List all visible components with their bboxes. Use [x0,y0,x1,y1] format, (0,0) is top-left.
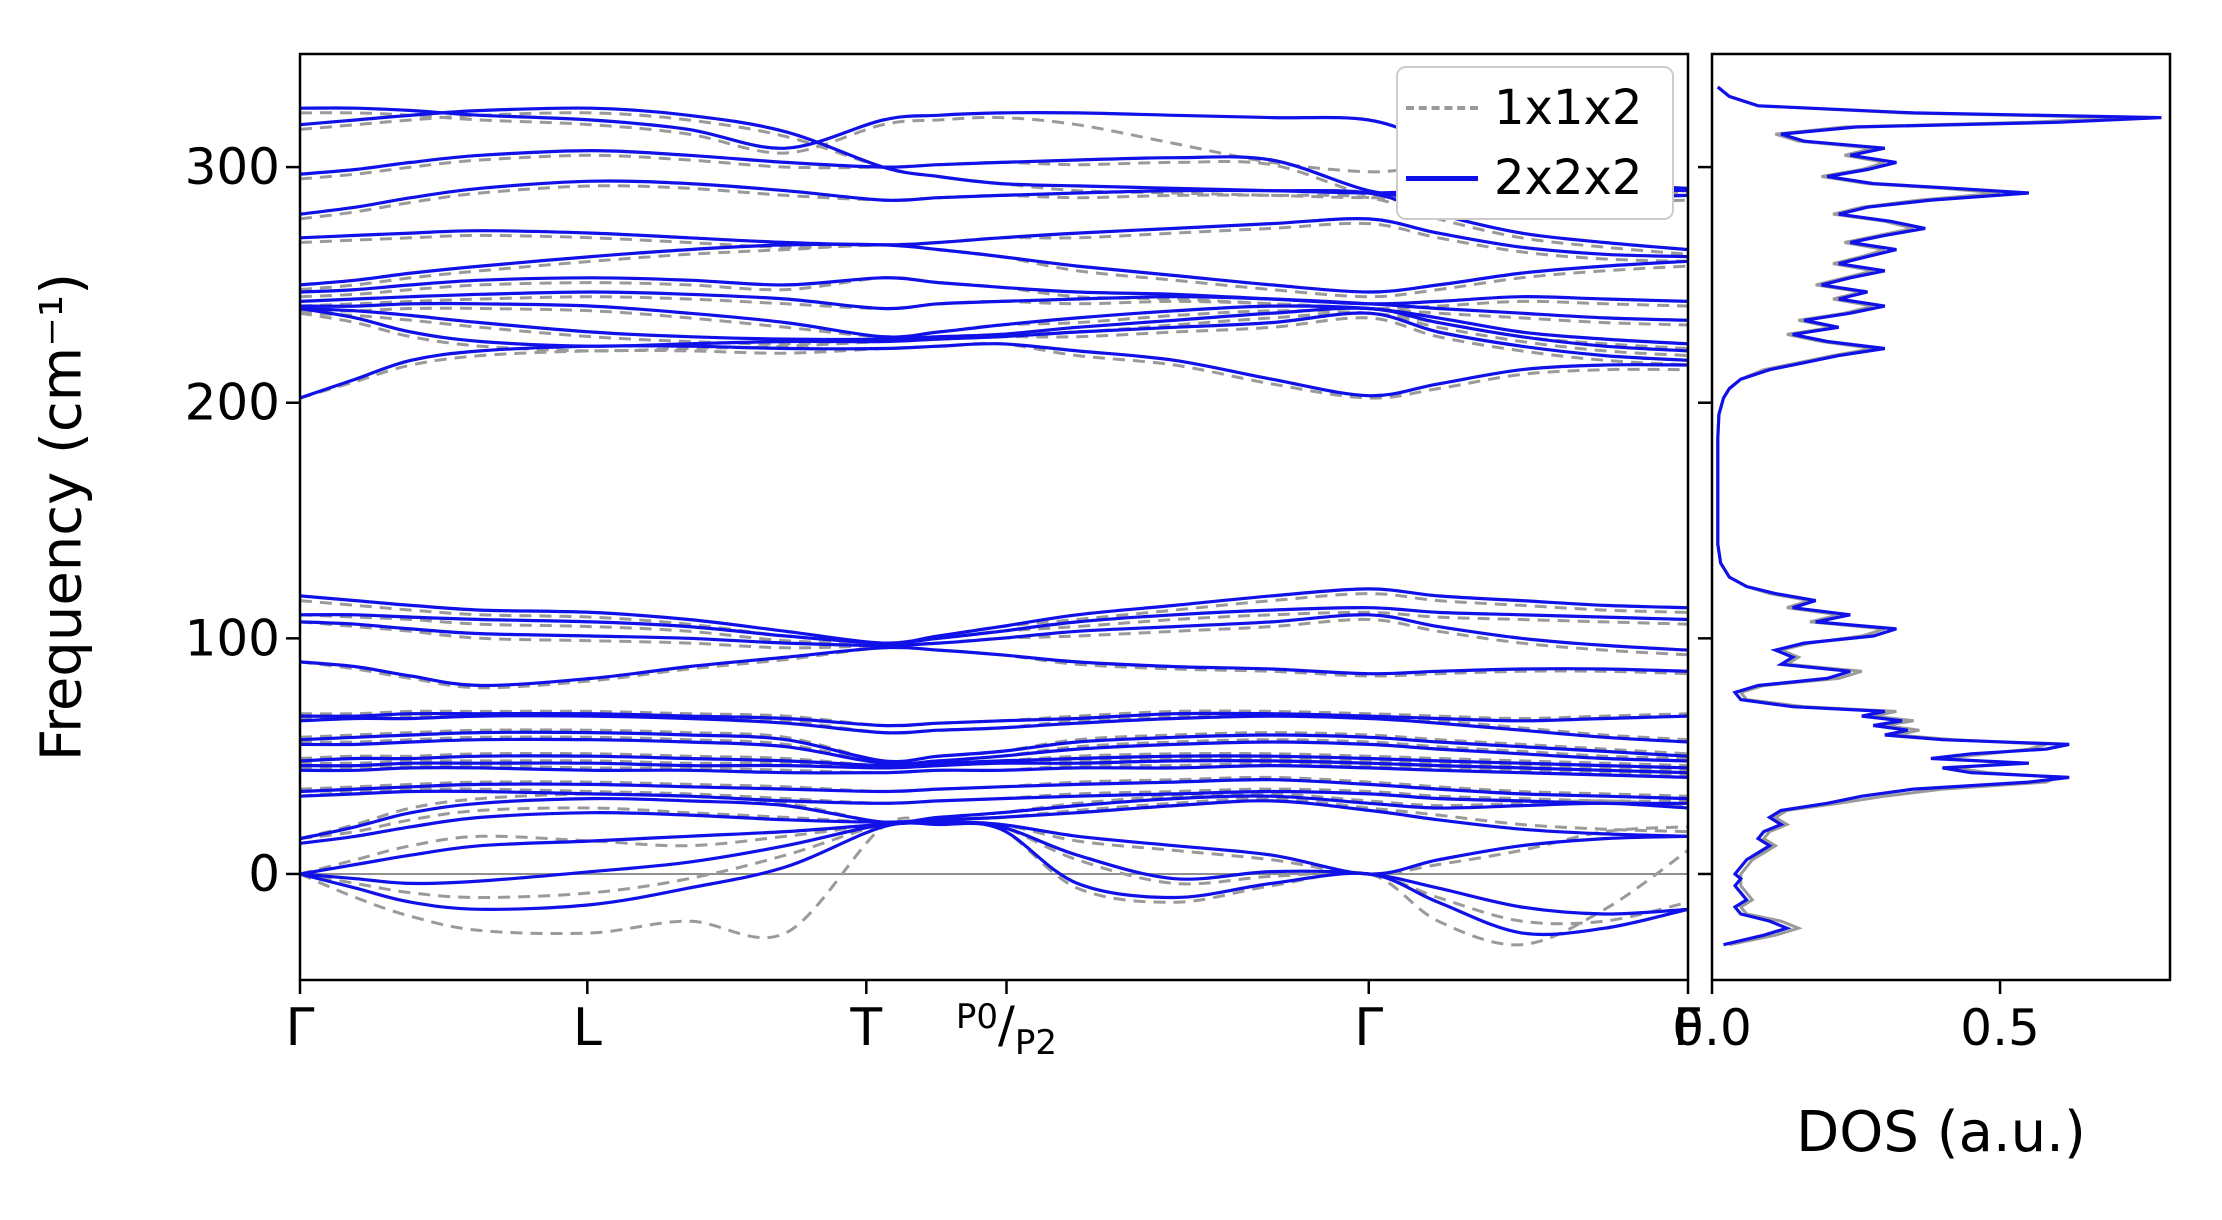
band-curve-2x2x2 [300,789,1688,806]
band-curve-2x2x2 [300,711,1688,728]
band-curve-2x2x2 [300,342,1688,400]
legend-item-1x1x2: 1x1x2 [1406,80,1664,136]
legend: 1x1x2 2x2x2 [1396,66,1674,220]
y-tick-label: 300 [185,138,280,196]
band-curve-2x2x2 [300,645,1688,688]
x-tick-label: Γ [1354,998,1383,1058]
band-curve-2x2x2 [300,587,1688,645]
band-curve-2x2x2 [300,606,1688,645]
y-tick-label: 0 [248,845,280,903]
band-curve-1x1x2 [300,816,1688,947]
band-curve-2x2x2 [300,276,1688,306]
band-curve-1x1x2 [300,341,1688,400]
x-tick-label: F [1673,998,1703,1058]
band-curve-2x2x2 [300,820,1688,876]
y-axis-label: Frequency (cm⁻¹) [29,272,95,762]
band-curve-2x2x2 [300,217,1688,259]
band-panel-frame [298,52,1690,982]
x-tick-label: T [849,998,882,1058]
dos-x-tick-label: 0.0 [1672,999,1752,1057]
band-curve-2x2x2 [300,778,1688,801]
legend-label-2x2x2: 2x2x2 [1494,150,1643,206]
band-curve-1x1x2 [300,243,1688,299]
band-curve-2x2x2 [300,820,1688,916]
legend-item-2x2x2: 2x2x2 [1406,150,1664,206]
band-curve-2x2x2 [300,613,1688,652]
band-curve-1x1x2 [300,820,1688,876]
band-curve-2x2x2 [300,794,1688,841]
band-curve-2x2x2 [300,301,1688,346]
band-curve-2x2x2 [300,306,1688,353]
band-curve-2x2x2 [300,730,1688,764]
band-curve-2x2x2 [300,242,1688,294]
band-curve-2x2x2 [300,799,1688,845]
band-curve-2x2x2 [300,306,1688,362]
dashed-line-sample [1406,106,1478,110]
y-tick-label: 100 [185,609,280,667]
band-curve-2x2x2 [300,754,1688,770]
solid-line-sample [1406,175,1478,181]
band-curve-2x2x2 [300,290,1688,322]
dos-curve-2x2x2 [1716,85,2162,947]
band-curve-2x2x2 [300,763,1688,779]
band-curve-2x2x2 [300,737,1688,766]
bands-2x2x2 [300,106,1688,937]
x-tick-label: Γ [286,998,315,1058]
legend-label-1x1x2: 1x1x2 [1494,80,1643,136]
band-curve-2x2x2 [300,714,1688,744]
band-curve-2x2x2 [300,759,1688,775]
x-tick-label-p0p2: P0/P2 [956,996,1057,1063]
y-tick-label: 200 [185,374,280,432]
band-curve-1x1x2 [300,819,1688,926]
dos-curve-1x1x2 [1716,85,2127,947]
x-tick-label: L [573,998,602,1058]
dos-axis-label: DOS (a.u.) [1796,1100,2086,1165]
dos-x-tick-label: 0.5 [1960,999,2040,1057]
dos-panel-frame [1710,52,2172,982]
